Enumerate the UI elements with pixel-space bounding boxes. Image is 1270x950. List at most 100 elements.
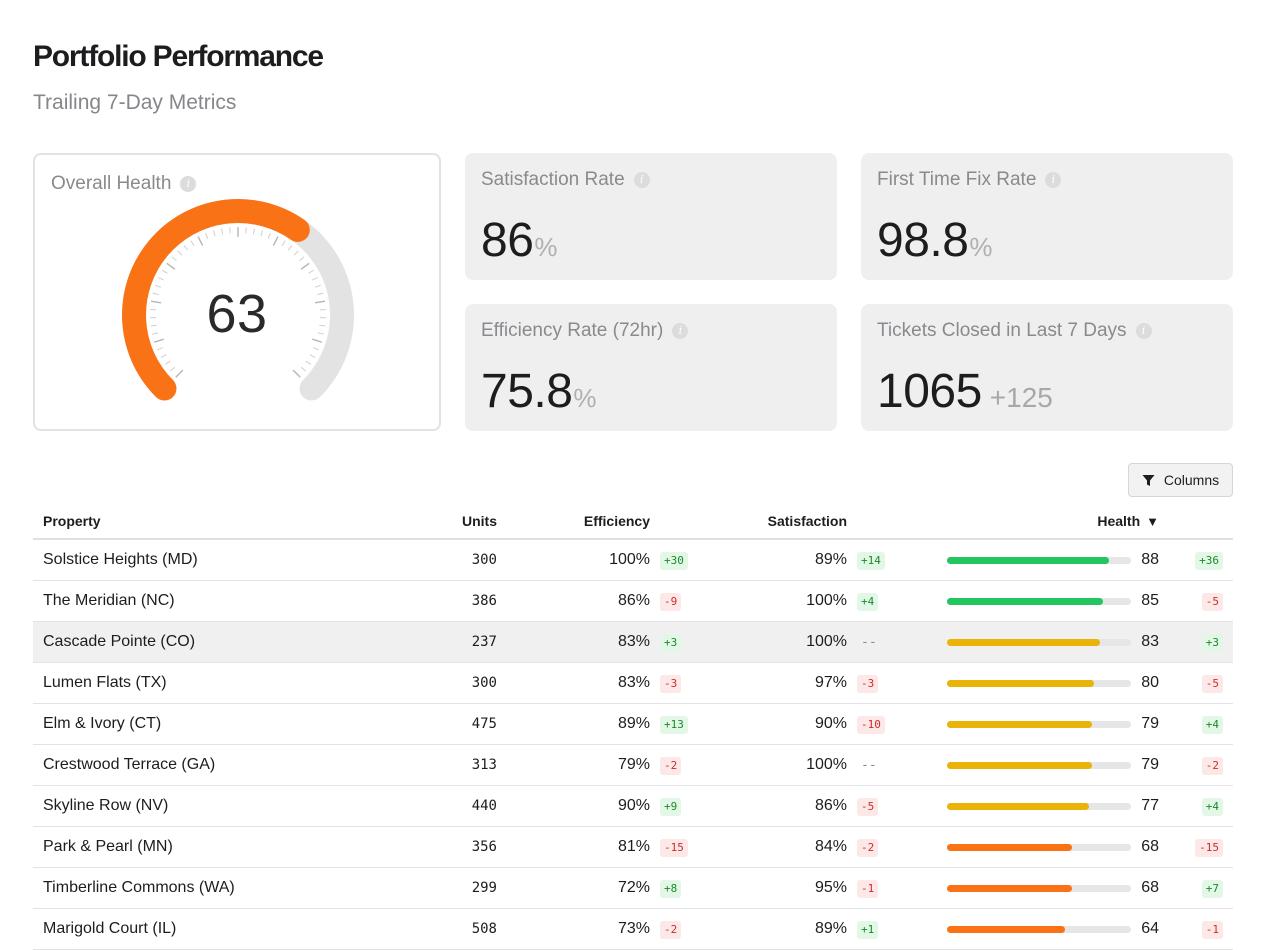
table-row[interactable]: Elm & Ivory (CT) 475 89% +13 90% -10 79 +4 bbox=[33, 703, 1234, 745]
satisfaction-delta-cell: -- bbox=[847, 621, 905, 663]
first-time-fix-label: First Time Fix Rate bbox=[877, 169, 1037, 190]
gauge-tick bbox=[299, 256, 305, 262]
satisfaction-delta-badge: -5 bbox=[857, 797, 879, 816]
efficiency-delta-badge: -15 bbox=[660, 838, 688, 857]
satisfaction-delta-cell: -1 bbox=[847, 867, 905, 909]
column-header-spacer bbox=[650, 504, 707, 540]
health-bar-cell bbox=[905, 580, 1131, 622]
property-name[interactable]: The Meridian (NC) bbox=[33, 580, 433, 622]
gauge-tick bbox=[309, 354, 316, 358]
property-name[interactable]: Crestwood Terrace (GA) bbox=[33, 744, 433, 786]
health-delta-badge: -1 bbox=[1201, 920, 1224, 939]
units-value: 440 bbox=[433, 785, 507, 827]
table-row[interactable]: Solstice Heights (MD) 300 100% +30 89% +14 88 +… bbox=[33, 539, 1234, 581]
health-delta-badge: -5 bbox=[1201, 674, 1224, 693]
health-delta-cell: -15 bbox=[1159, 826, 1234, 868]
info-icon[interactable]: i bbox=[633, 172, 650, 188]
property-name[interactable]: Lumen Flats (TX) bbox=[33, 662, 433, 704]
property-name[interactable]: Skyline Row (NV) bbox=[33, 785, 433, 827]
units-value: 475 bbox=[433, 703, 507, 745]
property-name[interactable]: Elm & Ivory (CT) bbox=[33, 703, 433, 745]
health-bar-track bbox=[947, 843, 1131, 851]
table-row[interactable]: Skyline Row (NV) 440 90% +9 86% -5 77 +4 bbox=[33, 785, 1234, 827]
efficiency-delta-cell: +30 bbox=[650, 539, 707, 581]
health-value: 64 bbox=[1119, 908, 1160, 950]
satisfaction-delta-badge: -10 bbox=[857, 715, 885, 734]
property-name[interactable]: Cascade Pointe (CO) bbox=[33, 621, 433, 663]
gauge-tick bbox=[158, 277, 165, 281]
table-row[interactable]: Lumen Flats (TX) 300 83% -3 97% -3 80 -5 bbox=[33, 662, 1234, 704]
efficiency-value: 73% bbox=[507, 908, 650, 950]
efficiency-rate-card: Efficiency Rate (72hr) i 75.8% bbox=[465, 304, 837, 431]
satisfaction-delta-cell: +14 bbox=[847, 539, 905, 581]
gauge-tick bbox=[281, 240, 286, 247]
column-header-label: Property bbox=[43, 513, 101, 529]
property-name[interactable]: Marigold Court (IL) bbox=[33, 908, 433, 950]
property-name[interactable]: Timberline Commons (WA) bbox=[33, 867, 433, 909]
health-bar-track bbox=[947, 597, 1131, 605]
health-bar-track bbox=[947, 802, 1131, 810]
table-row[interactable]: Timberline Commons (WA) 299 72% +8 95% -1 68 +7 bbox=[33, 867, 1234, 909]
gauge-tick bbox=[164, 360, 171, 365]
health-bar-cell bbox=[905, 785, 1131, 827]
gauge-tick bbox=[152, 292, 159, 296]
health-delta-badge: +4 bbox=[1201, 797, 1224, 816]
column-header-label: Units bbox=[462, 513, 497, 529]
property-name[interactable]: Solstice Heights (MD) bbox=[33, 539, 433, 581]
column-header-satisfaction[interactable]: Satisfaction bbox=[707, 504, 847, 540]
gauge-tick bbox=[150, 300, 162, 304]
property-name[interactable]: Park & Pearl (MN) bbox=[33, 826, 433, 868]
efficiency-value: 86% bbox=[507, 580, 650, 622]
gauge-tick bbox=[267, 232, 271, 239]
column-header-label: Satisfaction bbox=[767, 513, 847, 529]
gauge-tick bbox=[169, 366, 176, 372]
info-icon[interactable]: i bbox=[1045, 172, 1062, 188]
tickets-closed-card: Tickets Closed in Last 7 Days i 1065 +125 bbox=[861, 304, 1233, 431]
table-row[interactable]: Park & Pearl (MN) 356 81% -15 84% -2 68 -15 bbox=[33, 826, 1234, 868]
table-row[interactable]: Cascade Pointe (CO) 237 83% +3 100% -- 83 +3 bbox=[33, 621, 1234, 663]
overall-health-value: 63 bbox=[206, 284, 268, 344]
satisfaction-delta-cell: -3 bbox=[847, 662, 905, 704]
table-row[interactable]: Marigold Court (IL) 508 73% -2 89% +1 64 -1 bbox=[33, 908, 1234, 950]
column-header-label: Efficiency bbox=[583, 513, 650, 529]
health-delta-badge: -5 bbox=[1201, 592, 1224, 611]
info-icon[interactable]: i bbox=[1135, 323, 1152, 339]
column-header-property[interactable]: Property bbox=[33, 504, 433, 540]
column-header-units[interactable]: Units bbox=[433, 504, 507, 540]
satisfaction-value: 86% bbox=[707, 785, 847, 827]
health-bar-fill bbox=[947, 597, 1104, 605]
satisfaction-label-row: Satisfaction Rate i bbox=[481, 169, 650, 191]
units-value: 313 bbox=[433, 744, 507, 786]
satisfaction-metric: 86% bbox=[481, 213, 558, 268]
gauge-tick bbox=[319, 324, 326, 327]
efficiency-delta-badge: -3 bbox=[660, 674, 682, 693]
efficiency-delta-cell: -3 bbox=[650, 662, 707, 704]
info-icon[interactable]: i bbox=[672, 323, 689, 339]
health-delta-cell: +7 bbox=[1159, 867, 1234, 909]
column-header-spacer bbox=[847, 504, 905, 540]
efficiency-delta-cell: -15 bbox=[650, 826, 707, 868]
gauge-tick bbox=[229, 227, 231, 234]
column-header-health[interactable]: Health ▼ bbox=[905, 504, 1160, 540]
column-header-efficiency[interactable]: Efficiency bbox=[507, 504, 650, 540]
efficiency-delta-badge: +30 bbox=[660, 551, 688, 570]
gauge-tick bbox=[160, 354, 167, 358]
health-delta-cell: -5 bbox=[1159, 662, 1234, 704]
health-bar-fill bbox=[947, 761, 1093, 769]
gauge-tick bbox=[171, 256, 177, 262]
gauge-tick bbox=[166, 262, 176, 270]
satisfaction-value: 100% bbox=[707, 621, 847, 663]
info-icon[interactable]: i bbox=[180, 176, 197, 192]
satisfaction-value: 97% bbox=[707, 662, 847, 704]
table-row[interactable]: Crestwood Terrace (GA) 313 79% -2 100% -- 79 -2 bbox=[33, 744, 1234, 786]
health-delta-cell: -5 bbox=[1159, 580, 1234, 622]
overall-health-label: Overall Health bbox=[51, 173, 172, 194]
health-delta-badge: -15 bbox=[1195, 838, 1224, 857]
table-row[interactable]: The Meridian (NC) 386 86% -9 100% +4 85 -5 bbox=[33, 580, 1234, 622]
gauge-tick bbox=[221, 228, 224, 235]
health-bar-cell bbox=[905, 621, 1131, 663]
tickets-closed-value: 1065 bbox=[877, 365, 982, 418]
health-bar-track bbox=[947, 720, 1131, 728]
percent-unit: % bbox=[969, 232, 993, 262]
columns-button[interactable]: Columns bbox=[1128, 463, 1233, 497]
